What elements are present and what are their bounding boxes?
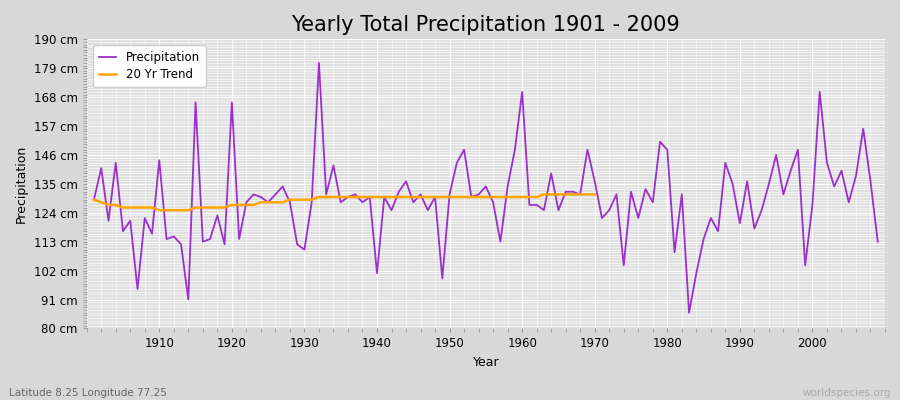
Legend: Precipitation, 20 Yr Trend: Precipitation, 20 Yr Trend bbox=[93, 45, 206, 86]
X-axis label: Year: Year bbox=[472, 356, 500, 369]
Text: worldspecies.org: worldspecies.org bbox=[803, 388, 891, 398]
Title: Yearly Total Precipitation 1901 - 2009: Yearly Total Precipitation 1901 - 2009 bbox=[292, 15, 680, 35]
Text: Latitude 8.25 Longitude 77.25: Latitude 8.25 Longitude 77.25 bbox=[9, 388, 166, 398]
Y-axis label: Precipitation: Precipitation bbox=[15, 145, 28, 223]
